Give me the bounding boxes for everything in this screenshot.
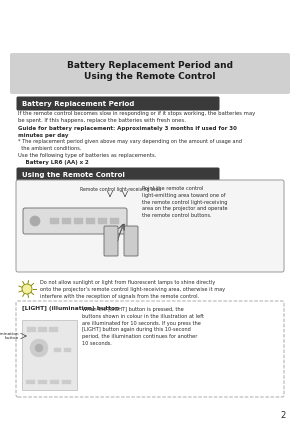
Bar [62, 380, 71, 384]
Bar [86, 218, 95, 224]
Bar [38, 327, 47, 332]
FancyBboxPatch shape [16, 301, 284, 397]
Text: If the remote control becomes slow in responding or if it stops working, the bat: If the remote control becomes slow in re… [18, 111, 255, 123]
FancyBboxPatch shape [22, 320, 77, 390]
Bar [49, 327, 58, 332]
Bar [74, 218, 83, 224]
Text: Illumination
button: Illumination button [0, 332, 19, 340]
Text: Remote control light-receiving area: Remote control light-receiving area [80, 187, 160, 192]
Bar [98, 218, 107, 224]
Text: [LIGHT] (illumination) button: [LIGHT] (illumination) button [22, 306, 119, 311]
Text: 2: 2 [280, 411, 286, 419]
Text: Guide for battery replacement: Approximately 3 months if used for 30
minutes per: Guide for battery replacement: Approxima… [18, 126, 237, 138]
Bar [50, 218, 59, 224]
Bar [26, 380, 35, 384]
Text: Do not allow sunlight or light from fluorescent lamps to shine directly
onto the: Do not allow sunlight or light from fluo… [40, 280, 225, 299]
Text: Use the following type of batteries as replacements.: Use the following type of batteries as r… [18, 153, 156, 158]
Bar [54, 348, 61, 352]
Text: Using the Remote Control: Using the Remote Control [22, 172, 125, 178]
Bar [27, 327, 36, 332]
Text: * The replacement period given above may vary depending on the amount of usage a: * The replacement period given above may… [18, 139, 242, 150]
FancyBboxPatch shape [16, 96, 220, 111]
Text: Point the remote control
light-emitting area toward one of
the remote control li: Point the remote control light-emitting … [142, 186, 228, 218]
FancyBboxPatch shape [16, 180, 284, 272]
Circle shape [35, 344, 43, 352]
FancyBboxPatch shape [104, 226, 118, 256]
FancyBboxPatch shape [16, 167, 220, 181]
FancyBboxPatch shape [124, 226, 138, 256]
Bar [64, 348, 71, 352]
Text: Battery Replacement Period and: Battery Replacement Period and [67, 60, 233, 70]
FancyBboxPatch shape [10, 53, 290, 94]
Bar [110, 218, 119, 224]
Text: Using the Remote Control: Using the Remote Control [84, 71, 216, 80]
Bar [62, 218, 71, 224]
Text: When the [LIGHT] button is pressed, the
buttons shown in colour in the illustrat: When the [LIGHT] button is pressed, the … [82, 307, 204, 346]
Circle shape [30, 339, 48, 357]
Bar [38, 380, 47, 384]
Circle shape [30, 216, 40, 226]
Bar [50, 380, 59, 384]
Circle shape [22, 284, 32, 294]
Text: Battery LR6 (AA) x 2: Battery LR6 (AA) x 2 [18, 160, 89, 165]
Text: Battery Replacement Period: Battery Replacement Period [22, 100, 134, 107]
FancyBboxPatch shape [23, 208, 127, 234]
